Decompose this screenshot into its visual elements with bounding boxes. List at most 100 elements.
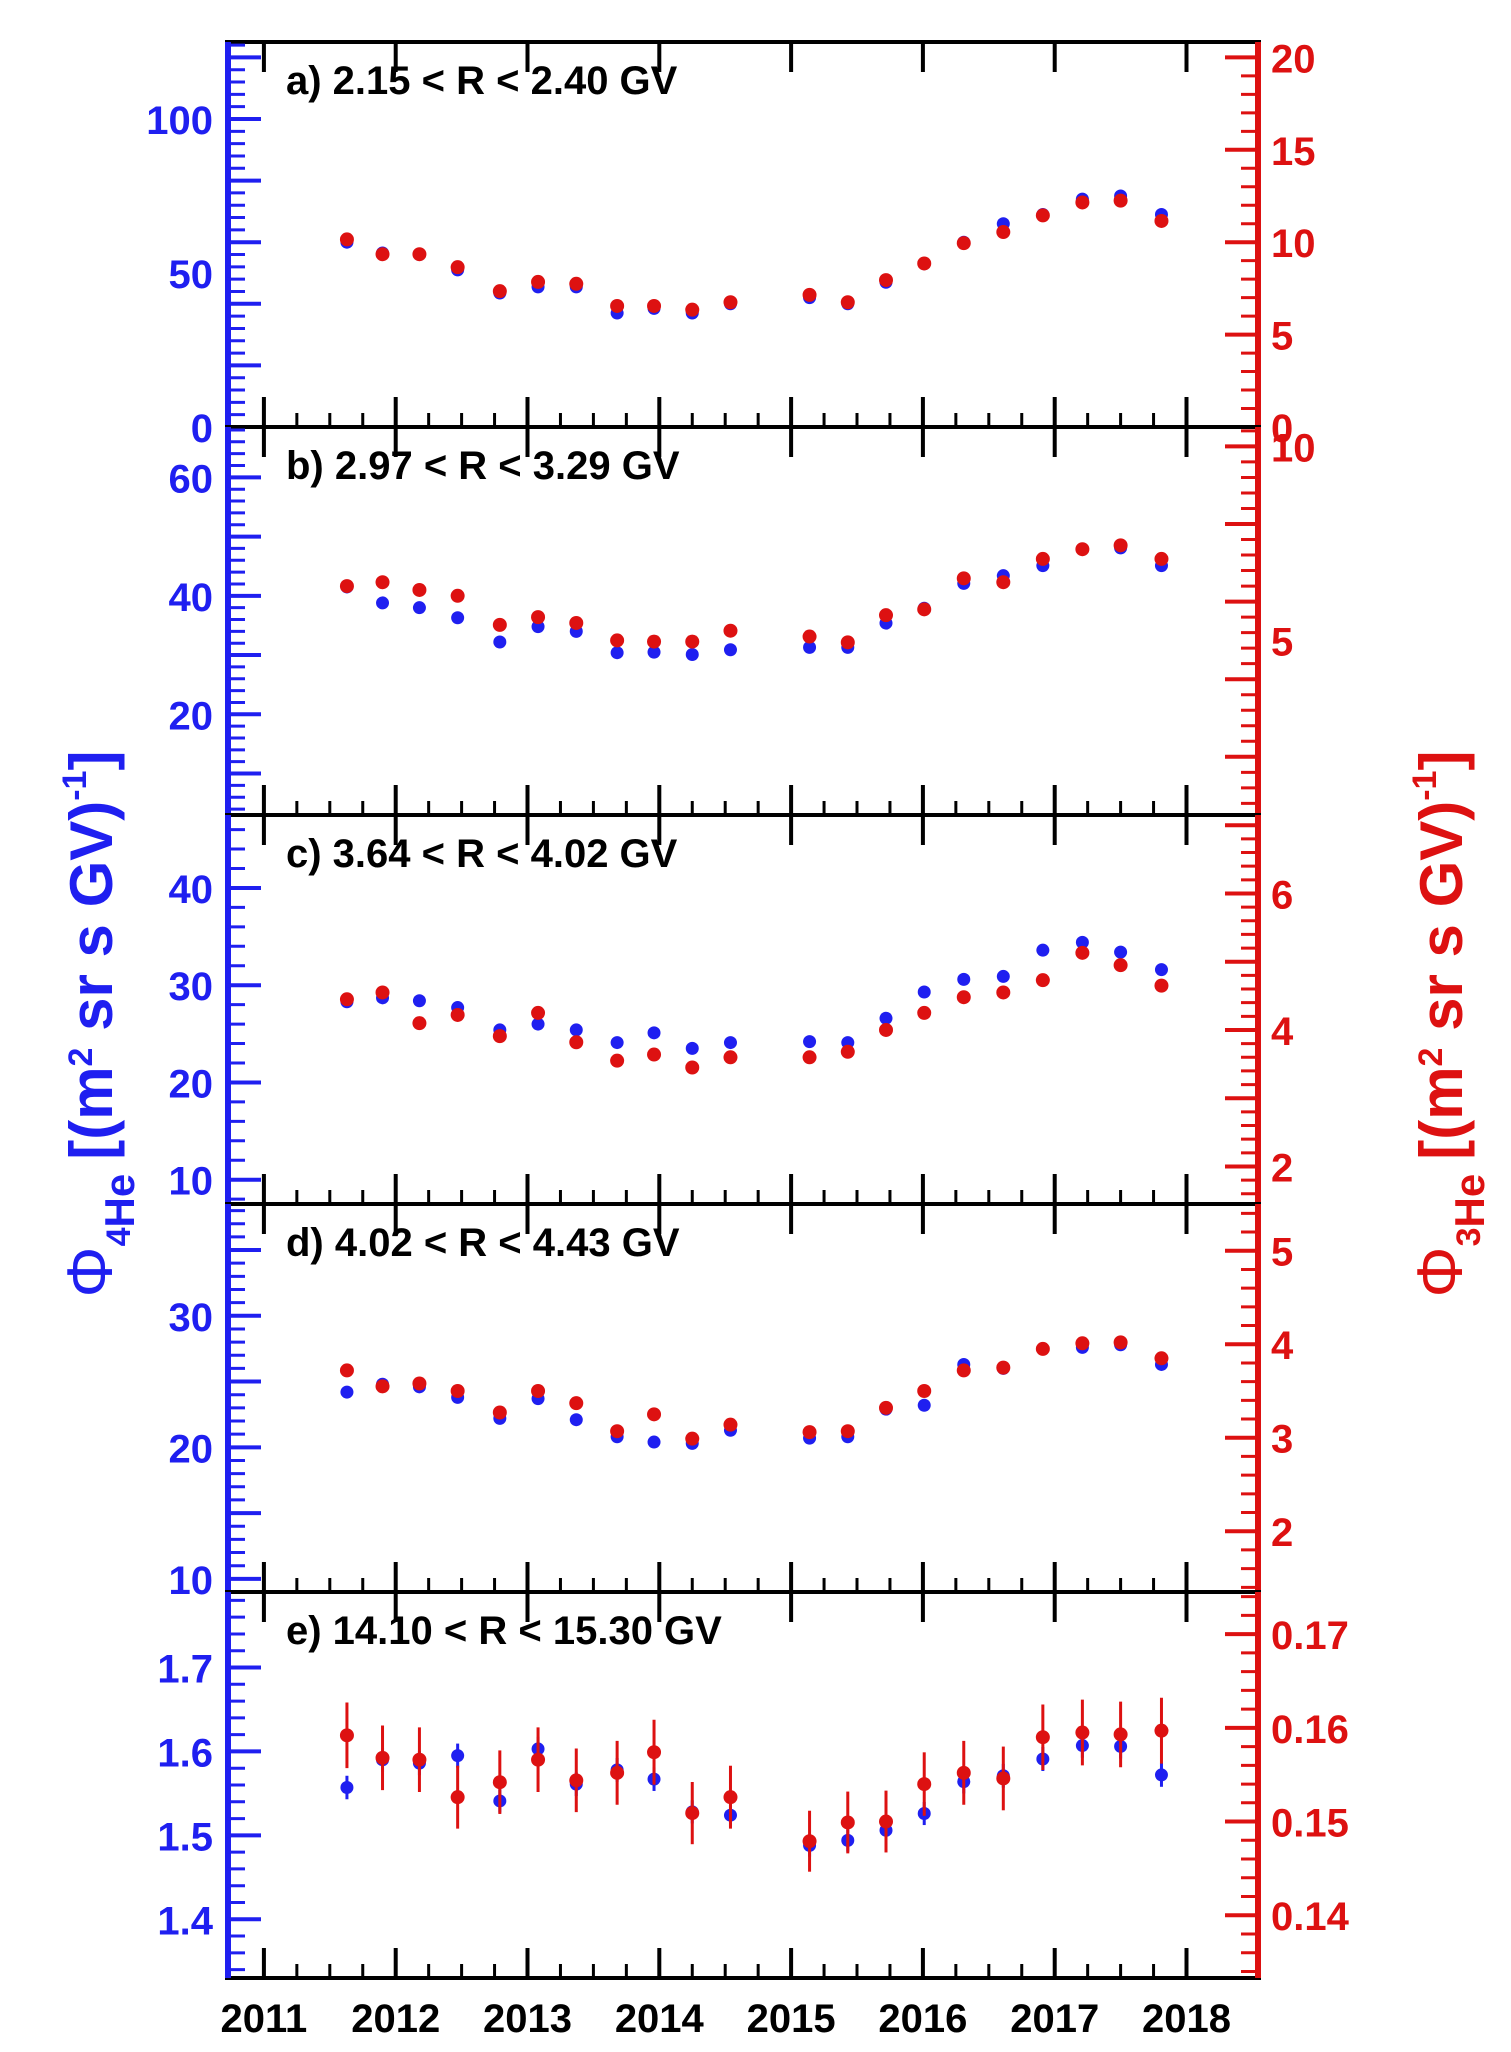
x-tick-label: 2011	[221, 1997, 308, 2041]
phi-sub-mass: 3	[1450, 1227, 1488, 1246]
he3-point	[339, 579, 354, 594]
left-tick-label: 1.5	[157, 1815, 213, 1859]
he3-point	[685, 1060, 700, 1075]
he3-point	[647, 1047, 662, 1062]
he3-point	[610, 1053, 625, 1068]
he3-point	[610, 1765, 625, 1780]
phi-sub-elem: He	[96, 1174, 143, 1228]
he3-point	[879, 1400, 894, 1415]
he3-point	[802, 1050, 817, 1065]
left-tick-label: 10	[169, 1160, 214, 1204]
he3-point	[956, 1363, 971, 1378]
he3-point	[492, 617, 507, 632]
he3-point	[1113, 958, 1128, 973]
he3-point	[647, 1407, 662, 1422]
he3-point	[1035, 973, 1050, 988]
he3-point	[610, 633, 625, 648]
he3-point	[569, 615, 584, 630]
he3-point	[375, 985, 390, 1000]
units-open: [(m	[1408, 1066, 1475, 1159]
he4-point	[1154, 1768, 1168, 1782]
he3-point	[879, 608, 894, 623]
left-tick-label: 20	[169, 1427, 214, 1471]
he4-point	[340, 1385, 354, 1399]
right-tick-label: 5	[1271, 315, 1293, 359]
he4-point	[412, 994, 426, 1008]
he3-point	[996, 1771, 1011, 1786]
he3-point	[840, 1424, 855, 1439]
he3-point	[647, 298, 662, 313]
right-tick-label: 3	[1271, 1418, 1293, 1462]
he3-point	[412, 582, 427, 597]
he3-point	[956, 236, 971, 251]
left-tick-label: 1.7	[157, 1648, 213, 1692]
he4-point	[569, 1413, 583, 1427]
he3-point	[531, 1383, 546, 1398]
he3-point	[723, 1790, 738, 1805]
he3-point	[685, 634, 700, 649]
left-tick-label: 20	[169, 694, 214, 738]
he4-point	[610, 646, 624, 660]
he3-point	[375, 1750, 390, 1765]
units-pow: 2	[1412, 1048, 1450, 1067]
he3-point	[685, 302, 700, 317]
he3-point	[1035, 1730, 1050, 1745]
phi-sub-elem: He	[1446, 1174, 1493, 1228]
left-tick-label: 20	[169, 1062, 214, 1106]
he3-point	[879, 1814, 894, 1829]
he3-point	[1154, 978, 1169, 993]
units-mid: sr s GV)	[1408, 801, 1475, 1048]
right-tick-label: 4	[1271, 1010, 1294, 1054]
panel-title: e) 14.10 < R < 15.30 GV	[286, 1609, 722, 1653]
he3-point	[723, 1050, 738, 1065]
he3-point	[531, 1752, 546, 1767]
units-close: ]	[1408, 751, 1475, 771]
x-tick-label: 2013	[483, 1997, 572, 2041]
panels-group: 0 50 100 0 5 10 15 20 a) 2.15 < R < 2.40 GV 20 40 6…	[146, 37, 1350, 1980]
he3-point	[723, 623, 738, 638]
he3-point	[917, 602, 932, 617]
he3-point	[1154, 551, 1169, 566]
panel-title: d) 4.02 < R < 4.43 GV	[286, 1221, 680, 1265]
he4-point	[803, 640, 817, 654]
right-tick-label: 10	[1271, 222, 1316, 266]
he3-point	[996, 985, 1011, 1000]
he3-point	[569, 1396, 584, 1411]
he3-point	[1154, 1723, 1169, 1738]
right-tick-label: 0.14	[1271, 1895, 1350, 1939]
he3-point	[450, 1007, 465, 1022]
he3-point	[956, 1765, 971, 1780]
units-pow: 2	[62, 1048, 100, 1067]
left-tick-label: 0	[191, 407, 213, 451]
x-tick-label: 2016	[878, 1997, 967, 2041]
x-tick-label: 2012	[351, 1997, 440, 2041]
right-tick-label: 0.17	[1271, 1614, 1349, 1658]
he3-point	[412, 1016, 427, 1031]
right-tick-label: 5	[1271, 620, 1293, 664]
he4-point	[412, 601, 426, 615]
he4-point	[723, 643, 737, 657]
he4-point	[493, 635, 507, 649]
he3-point	[685, 1806, 700, 1821]
he3-point	[569, 1035, 584, 1050]
he3-point	[450, 260, 465, 275]
he3-point	[956, 571, 971, 586]
left-tick-label: 100	[146, 99, 213, 143]
he4-point	[1036, 943, 1050, 957]
he3-point	[1075, 1336, 1090, 1351]
he3-point	[840, 1815, 855, 1830]
he3-point	[412, 1752, 427, 1767]
he3-point	[1035, 551, 1050, 566]
he3-point	[375, 1379, 390, 1394]
he3-point	[492, 1405, 507, 1420]
phi-sub-mass: 4	[100, 1227, 138, 1246]
he3-point	[917, 256, 932, 271]
he4-point	[685, 647, 699, 661]
units-exp: -1	[1406, 771, 1444, 801]
left-tick-label: 50	[169, 253, 214, 297]
he3-point	[531, 610, 546, 625]
he3-point	[802, 1425, 817, 1440]
he4-point	[957, 972, 971, 986]
he4-point	[647, 1435, 661, 1449]
he4-point	[647, 1026, 661, 1040]
